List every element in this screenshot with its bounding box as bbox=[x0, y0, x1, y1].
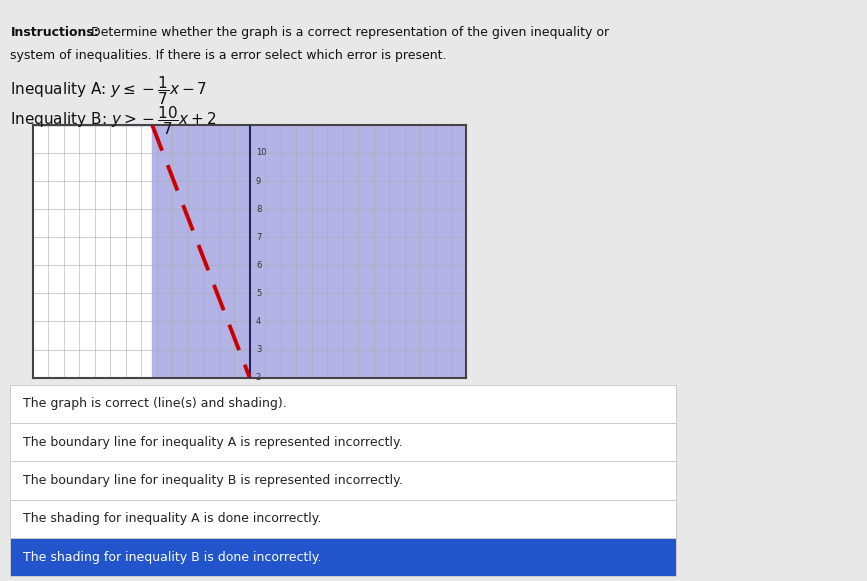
Text: The boundary line for inequality B is represented incorrectly.: The boundary line for inequality B is re… bbox=[23, 474, 403, 487]
Text: 5: 5 bbox=[256, 289, 261, 298]
Text: Inequality A: $y \leq -\dfrac{1}{7}x - 7$: Inequality A: $y \leq -\dfrac{1}{7}x - 7… bbox=[10, 74, 207, 107]
Text: 2: 2 bbox=[256, 373, 261, 382]
Text: Determine whether the graph is a correct representation of the given inequality : Determine whether the graph is a correct… bbox=[91, 26, 610, 39]
Text: 8: 8 bbox=[256, 205, 261, 214]
Text: The graph is correct (line(s) and shading).: The graph is correct (line(s) and shadin… bbox=[23, 397, 287, 410]
Text: The boundary line for inequality A is represented incorrectly.: The boundary line for inequality A is re… bbox=[23, 436, 403, 449]
Text: Instructions:: Instructions: bbox=[10, 26, 99, 39]
Text: Inequality B: $y > -\dfrac{10}{7}x + 2$: Inequality B: $y > -\dfrac{10}{7}x + 2$ bbox=[10, 105, 217, 137]
Text: The shading for inequality A is done incorrectly.: The shading for inequality A is done inc… bbox=[23, 512, 322, 525]
Text: 3: 3 bbox=[256, 345, 261, 354]
Text: system of inequalities. If there is a error select which error is present.: system of inequalities. If there is a er… bbox=[10, 49, 447, 62]
Text: 10: 10 bbox=[256, 149, 266, 157]
Text: 9: 9 bbox=[256, 177, 261, 185]
Text: 6: 6 bbox=[256, 261, 261, 270]
Text: The shading for inequality B is done incorrectly.: The shading for inequality B is done inc… bbox=[23, 551, 322, 564]
Text: 7: 7 bbox=[256, 233, 261, 242]
Text: 4: 4 bbox=[256, 317, 261, 326]
